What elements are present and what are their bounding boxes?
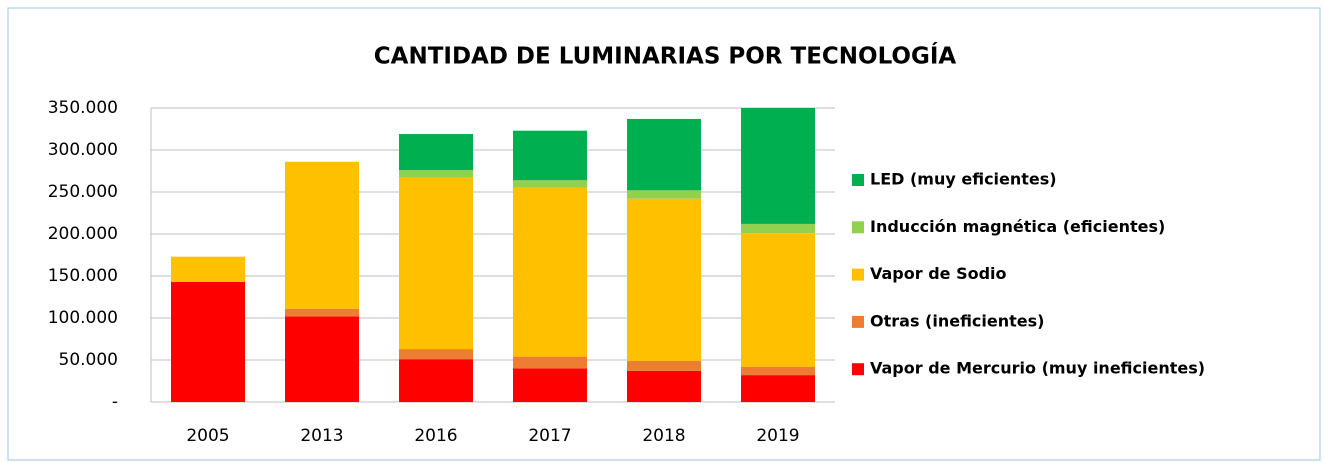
bar-segment	[741, 223, 815, 234]
bar-segment	[171, 256, 245, 282]
x-tick-label: 2013	[300, 426, 343, 446]
legend-label: Inducción magnética (eficientes)	[870, 217, 1165, 236]
legend-swatch	[852, 315, 864, 328]
y-tick-label: 250.000	[48, 182, 118, 202]
bar-segment	[399, 349, 473, 360]
legend-label: Vapor de Mercurio (muy ineficientes)	[870, 359, 1205, 378]
bar-segment	[399, 177, 473, 350]
legend-swatch	[852, 268, 864, 281]
bar-segment	[285, 308, 359, 317]
bar-segment	[399, 134, 473, 171]
bar-segment	[741, 108, 815, 224]
bar-segment	[741, 366, 815, 376]
bar-segment	[627, 370, 701, 402]
bar-segment	[513, 187, 587, 357]
bar-segment	[513, 180, 587, 188]
legend-label: Vapor de Sodio	[870, 264, 1007, 283]
bar-segment	[399, 359, 473, 402]
legend-label: Otras (ineficientes)	[870, 311, 1044, 330]
bar-segment	[741, 233, 815, 367]
legend-swatch	[852, 221, 864, 234]
bar-segment	[627, 360, 701, 371]
y-tick-label: 100.000	[48, 308, 118, 328]
bar-segment	[285, 316, 359, 402]
bar-segment	[171, 281, 245, 402]
y-tick-label: 200.000	[48, 224, 118, 244]
legend-label: LED (muy eficientes)	[870, 170, 1057, 189]
bar-segment	[513, 130, 587, 181]
legend-swatch	[852, 174, 864, 186]
legend-swatch	[852, 363, 864, 376]
bar-segment	[285, 161, 359, 309]
bar-segment	[627, 190, 701, 199]
y-tick-label: 50.000	[59, 350, 118, 370]
x-tick-label: 2018	[642, 426, 685, 446]
bar-segment	[627, 118, 701, 191]
x-tick-label: 2017	[528, 426, 571, 446]
bar-segment	[513, 368, 587, 402]
x-tick-label: 2016	[414, 426, 457, 446]
bar-segment	[399, 170, 473, 178]
bar-segment	[741, 375, 815, 402]
x-tick-label: 2005	[186, 426, 229, 446]
y-tick-label: 350.000	[48, 98, 118, 118]
y-tick-label: 150.000	[48, 266, 118, 286]
y-tick-label: -	[112, 392, 118, 412]
bar-segment	[627, 198, 701, 361]
chart-title: CANTIDAD DE LUMINARIAS POR TECNOLOGÍA	[374, 42, 957, 70]
bar-segment	[513, 356, 587, 369]
x-tick-label: 2019	[756, 426, 799, 446]
y-tick-label: 300.000	[48, 140, 118, 160]
